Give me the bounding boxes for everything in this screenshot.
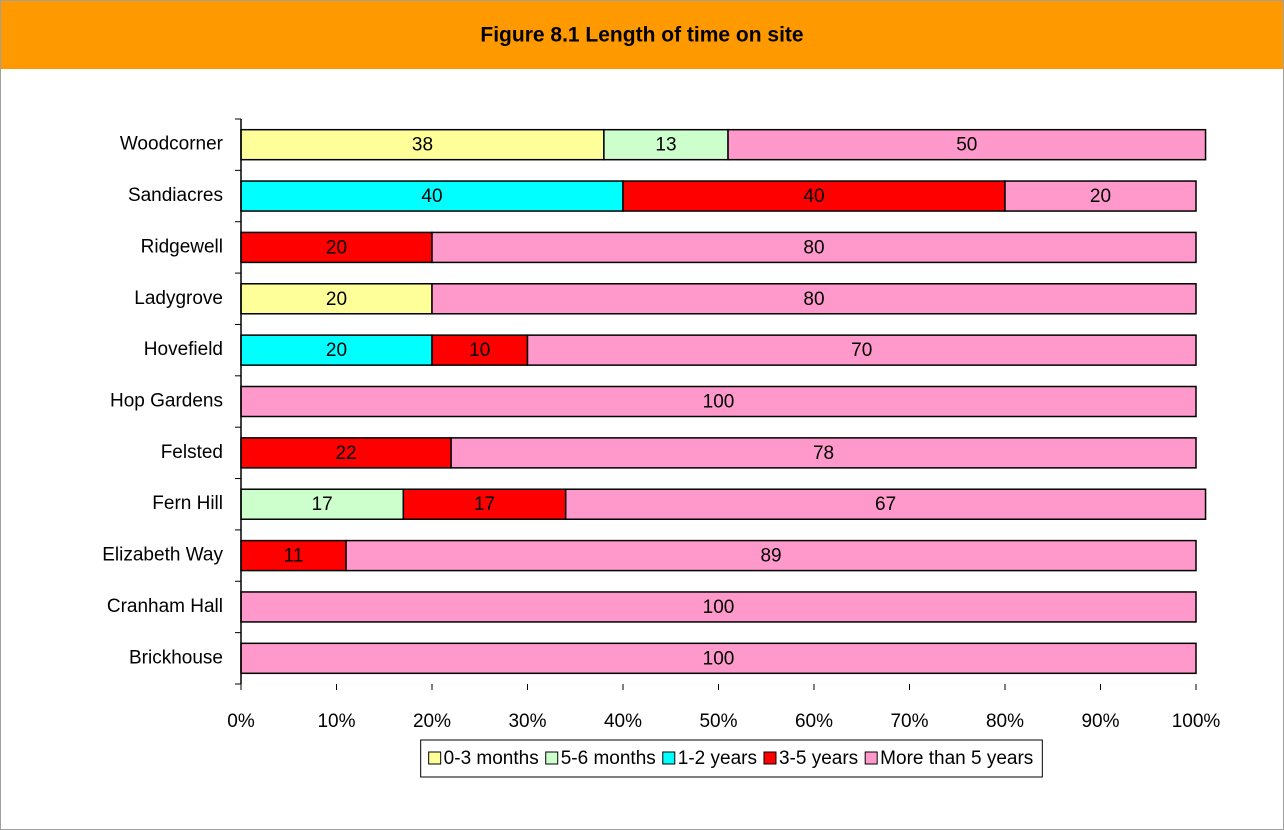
y-tick-label: Fern Hill xyxy=(152,493,223,514)
y-tick-label: Brickhouse xyxy=(129,647,223,668)
chart-title: Figure 8.1 Length of time on site xyxy=(480,24,803,47)
x-tick-label: 90% xyxy=(1081,711,1119,732)
legend-swatch xyxy=(763,751,777,765)
legend-swatch xyxy=(545,751,559,765)
data-label: 40 xyxy=(421,186,442,207)
data-label: 20 xyxy=(326,289,347,310)
y-tick-label: Ladygrove xyxy=(134,288,223,309)
legend-swatch xyxy=(864,751,878,765)
bar-segment xyxy=(603,128,729,161)
bar-segment xyxy=(450,437,1197,469)
legend-label: 0-3 months xyxy=(444,748,539,769)
x-tick-label: 100% xyxy=(1172,711,1221,732)
legend-label: 1-2 years xyxy=(678,748,757,769)
legend-label: 5-6 months xyxy=(561,748,656,769)
data-label: 50 xyxy=(956,135,977,156)
bar-segment xyxy=(345,539,1197,572)
legend-label: 3-5 years xyxy=(779,748,858,769)
y-tick-label: Cranham Hall xyxy=(107,596,223,617)
bar-segment xyxy=(240,128,605,161)
x-tick-label: 60% xyxy=(795,711,833,732)
x-tick-label: 10% xyxy=(317,711,355,732)
bar-segment xyxy=(240,334,433,366)
y-tick-label: Sandiacres xyxy=(128,185,223,206)
header-band xyxy=(1,1,1283,69)
data-label: 10 xyxy=(469,340,490,361)
data-label: 20 xyxy=(326,340,347,361)
legend-label: More than 5 years xyxy=(880,748,1033,769)
y-tick-label: Elizabeth Way xyxy=(102,545,223,566)
bar-segment xyxy=(564,488,1207,520)
x-tick-label: 30% xyxy=(508,711,546,732)
legend-box xyxy=(420,739,1043,778)
y-tick-label: Ridgewell xyxy=(141,236,223,257)
bar-segment xyxy=(402,488,567,520)
legend-swatch xyxy=(662,751,676,765)
y-tick-label: Hovefield xyxy=(144,339,223,360)
bar-segment xyxy=(240,642,1197,675)
y-tick-label: Hop Gardens xyxy=(110,391,223,412)
x-tick-label: 20% xyxy=(413,711,451,732)
x-tick-label: 50% xyxy=(699,711,737,732)
x-tick-label: 70% xyxy=(890,711,928,732)
bar-segment xyxy=(240,385,1197,418)
data-label: 78 xyxy=(813,443,834,464)
data-label: 80 xyxy=(803,237,824,258)
bar-segment xyxy=(431,283,1197,315)
bar-segment xyxy=(526,334,1197,366)
data-label: 13 xyxy=(655,135,676,156)
bar-segment xyxy=(240,180,624,212)
bar-segment xyxy=(727,128,1207,161)
x-tick-label: 80% xyxy=(986,711,1024,732)
data-label: 67 xyxy=(875,494,896,515)
y-tick-label: Felsted xyxy=(161,442,223,463)
data-label: 17 xyxy=(312,494,333,515)
bar-segment xyxy=(240,591,1197,623)
data-label: 89 xyxy=(760,546,781,567)
bar-segment xyxy=(1004,180,1197,212)
data-label: 22 xyxy=(335,443,356,464)
bar-segment xyxy=(240,539,347,572)
y-tick-label: Woodcorner xyxy=(120,134,224,155)
data-label: 20 xyxy=(326,237,347,258)
data-label: 20 xyxy=(1090,186,1111,207)
data-label: 11 xyxy=(284,546,304,567)
data-label: 40 xyxy=(803,186,824,207)
data-label: 17 xyxy=(474,494,495,515)
data-label: 100 xyxy=(703,392,735,413)
data-label: 38 xyxy=(412,135,433,156)
x-tick-label: 0% xyxy=(227,711,255,732)
data-label: 80 xyxy=(803,289,824,310)
bar-segment xyxy=(431,334,529,366)
bar-segment xyxy=(431,231,1197,264)
x-tick-label: 40% xyxy=(604,711,642,732)
legend-swatch xyxy=(428,751,442,765)
data-label: 70 xyxy=(851,340,872,361)
data-label: 100 xyxy=(703,648,735,669)
bar-segment xyxy=(240,488,405,520)
data-label: 100 xyxy=(703,597,735,618)
bar-segment xyxy=(622,180,1006,212)
